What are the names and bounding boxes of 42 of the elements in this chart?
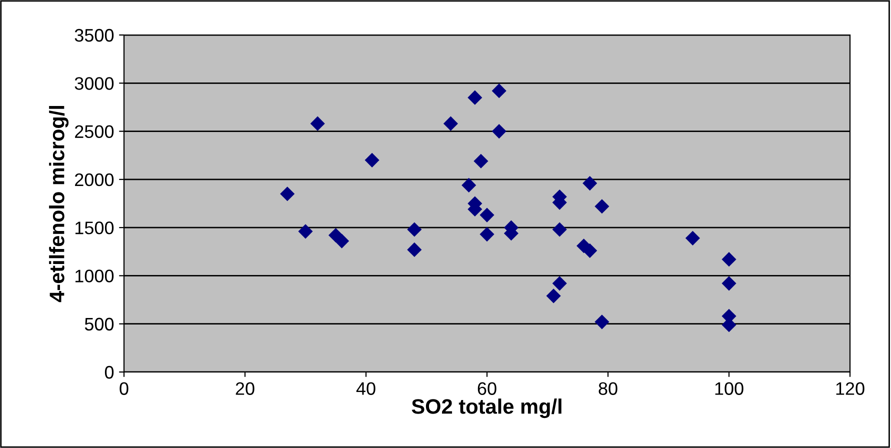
x-tick-label: 100 [715,382,744,395]
point [582,176,598,191]
point [552,276,567,291]
point [468,90,482,105]
point [546,288,561,304]
x-tick-label: 120 [836,382,864,395]
point [480,227,494,242]
point [685,230,700,246]
point [298,224,313,239]
x-tick-label: 80 [598,382,618,395]
y-tick-label: 2500 [75,125,114,138]
point [582,243,598,258]
point [552,222,567,237]
point [407,222,422,237]
x-tick-label: 40 [356,382,376,395]
x-axis-title: SO2 totale mg/l [412,398,562,418]
y-axis-title: 4-etilfenolo microg/l [49,106,69,302]
y-tick-label: 3500 [74,28,114,42]
x-tick-label: 20 [236,382,254,395]
y-tick-label: 0 [104,366,114,379]
x-tick-label: 60 [478,382,496,395]
point [407,242,422,257]
point [474,154,488,168]
point [480,208,494,222]
point [280,186,295,202]
point [492,124,506,139]
point [594,199,610,214]
point [722,276,736,291]
y-tick-label: 1000 [75,270,114,282]
y-tick-label: 500 [84,318,114,331]
y-tick-label: 3000 [74,77,114,90]
point [492,84,506,98]
x-tick-label: 0 [120,382,128,395]
point [364,152,380,168]
point [722,252,736,267]
y-tick-label: 1500 [75,222,114,234]
point [443,116,458,131]
point [462,178,476,192]
point [594,314,610,330]
point [334,234,350,248]
point [310,116,325,131]
y-tick-label: 2000 [75,173,114,186]
